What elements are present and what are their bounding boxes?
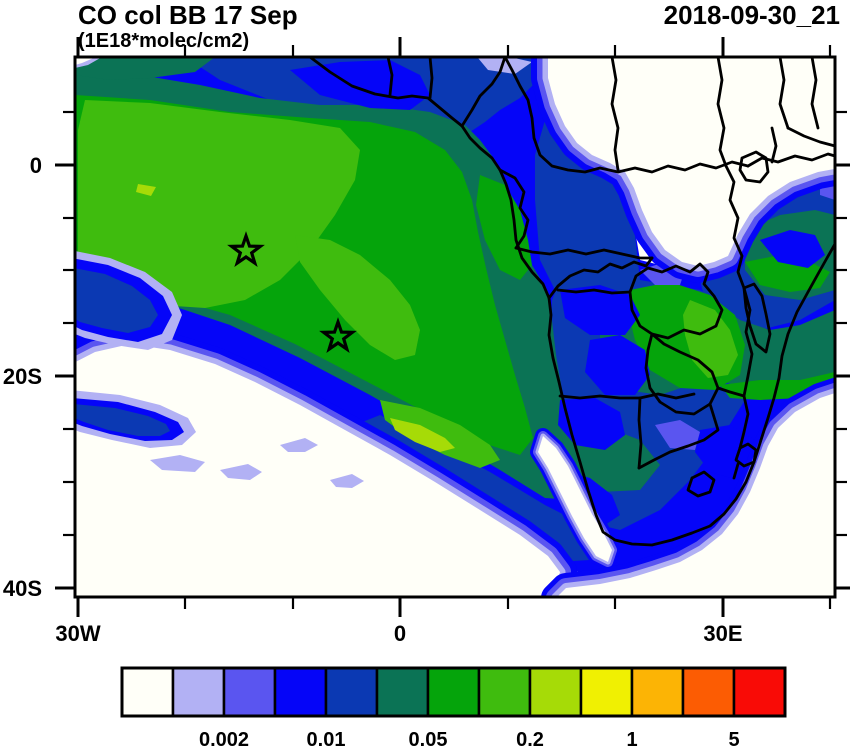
border-sa-mozambique bbox=[738, 394, 750, 450]
border-lesotho bbox=[686, 470, 716, 498]
border-gabon-congo bbox=[498, 168, 530, 250]
region-palegreen-streak bbox=[390, 418, 455, 452]
border-eswatini bbox=[734, 442, 758, 468]
border-drc-east-lakes bbox=[724, 164, 746, 290]
region-palegreen-speck bbox=[136, 184, 156, 196]
colorbar-cell-7 bbox=[477, 666, 532, 718]
overlay-lavender-speck-3 bbox=[280, 438, 318, 452]
border-namibia-botswana bbox=[637, 396, 643, 470]
colorbar-cell-12 bbox=[732, 666, 787, 718]
border-tanzania-kenya bbox=[786, 126, 835, 148]
station-markers bbox=[227, 231, 357, 354]
lon-label-1: 0 bbox=[394, 621, 406, 646]
plot-units-subtitle: (1E18*molec/cm2) bbox=[78, 30, 249, 52]
region-violet-sa-spot bbox=[655, 420, 700, 450]
region-blue-congo-south bbox=[560, 285, 640, 335]
region-lightgreen-lower-streak bbox=[380, 400, 500, 468]
star-ascension bbox=[227, 231, 265, 268]
region-blue-kalahari-patch bbox=[558, 398, 625, 450]
lat-label-1: 20S bbox=[3, 364, 42, 389]
overlay-royal-sw-tongue bbox=[75, 404, 170, 436]
overlay-lavender-speck-1 bbox=[150, 455, 205, 472]
lat-label-2: 40S bbox=[3, 576, 42, 601]
overlay-white-corner bbox=[75, 57, 96, 65]
colorbar-label-2: 0.05 bbox=[409, 729, 448, 750]
star-sthelena bbox=[319, 317, 357, 354]
colorbar-cell-3 bbox=[273, 666, 328, 718]
colorbar-cell-2 bbox=[222, 666, 277, 718]
lon-label-2: 30E bbox=[703, 621, 742, 646]
region-lightgreen-nw-blob bbox=[78, 100, 360, 308]
region-blue-zambezi-patch bbox=[585, 335, 650, 395]
border-angola-namibia bbox=[558, 394, 642, 400]
border-congo-drc bbox=[547, 256, 654, 300]
region-lavender-top-patch bbox=[478, 57, 532, 74]
border-uganda-kenya bbox=[770, 126, 778, 164]
plot-title: CO col BB 17 Sep bbox=[78, 0, 298, 30]
colorbar-cell-8 bbox=[528, 666, 583, 718]
colorbar-cell-5 bbox=[375, 666, 430, 718]
border-sudan-ethiopia bbox=[746, 152, 835, 168]
contour-field bbox=[75, 57, 835, 597]
colorbar-cell-4 bbox=[324, 666, 379, 718]
white-northeast bbox=[548, 57, 835, 266]
lon-label-0: 30W bbox=[55, 621, 100, 646]
colorbar-cell-0 bbox=[120, 666, 175, 718]
overlay-lavender-speck-2 bbox=[220, 464, 262, 480]
colorbar-label-5: 5 bbox=[728, 729, 739, 750]
border-chad-sudan bbox=[716, 57, 728, 168]
colorbar-label-4: 1 bbox=[626, 729, 637, 750]
lat-label-0: 0 bbox=[30, 153, 42, 178]
colorbar-outline bbox=[120, 666, 787, 718]
border-malawi bbox=[742, 282, 772, 354]
colorbar-cell-6 bbox=[426, 666, 481, 718]
border-kenya-somalia bbox=[810, 57, 820, 130]
border-botswana-sa bbox=[637, 402, 720, 470]
region-blue-tanzania-patch bbox=[760, 230, 825, 268]
border-angola-zambia bbox=[556, 288, 632, 295]
border-benin bbox=[386, 57, 394, 97]
lake-victoria bbox=[738, 150, 770, 184]
border-chad-car bbox=[610, 57, 620, 172]
white-cape-sliver bbox=[538, 436, 612, 562]
border-nigeria-cameroon bbox=[460, 57, 507, 128]
overlay-royal-sw-hook bbox=[75, 268, 158, 333]
border-zimbabwe bbox=[644, 332, 720, 416]
white-southeast bbox=[557, 393, 835, 597]
border-mozambique-w bbox=[716, 286, 754, 398]
border-car-north bbox=[503, 57, 750, 174]
colorbar-cell-9 bbox=[579, 666, 634, 718]
coastline bbox=[308, 57, 835, 547]
border-kzn bbox=[732, 462, 740, 480]
overlay-lavender-speck-4 bbox=[330, 474, 364, 488]
plot-datetime: 2018-09-30_21 bbox=[664, 0, 840, 30]
colorbar-cell-11 bbox=[681, 666, 736, 718]
country-borders bbox=[308, 57, 835, 547]
colorbar-label-3: 0.2 bbox=[516, 729, 544, 750]
colorbar-cell-10 bbox=[630, 666, 685, 718]
border-drc-angola bbox=[514, 246, 654, 260]
region-lightgreen-mid-streak bbox=[295, 235, 420, 360]
border-sudan-kenya bbox=[778, 57, 790, 130]
map-frame bbox=[73, 55, 837, 599]
colorbar: 0.002 0.01 0.05 0.2 1 5 bbox=[120, 666, 787, 750]
region-teal-topleft-rim bbox=[75, 57, 215, 80]
colorbar-cell-1 bbox=[171, 666, 226, 718]
region-green-gabon bbox=[476, 175, 532, 280]
colorbar-label-1: 0.01 bbox=[307, 729, 346, 750]
colorbar-label-0: 0.002 bbox=[199, 729, 249, 750]
axes-frame: 30W 0 30E 0 20S 40S bbox=[3, 37, 850, 646]
white-southwest bbox=[75, 344, 560, 597]
border-nigeria-w bbox=[428, 57, 434, 100]
border-caprivi bbox=[638, 392, 696, 400]
